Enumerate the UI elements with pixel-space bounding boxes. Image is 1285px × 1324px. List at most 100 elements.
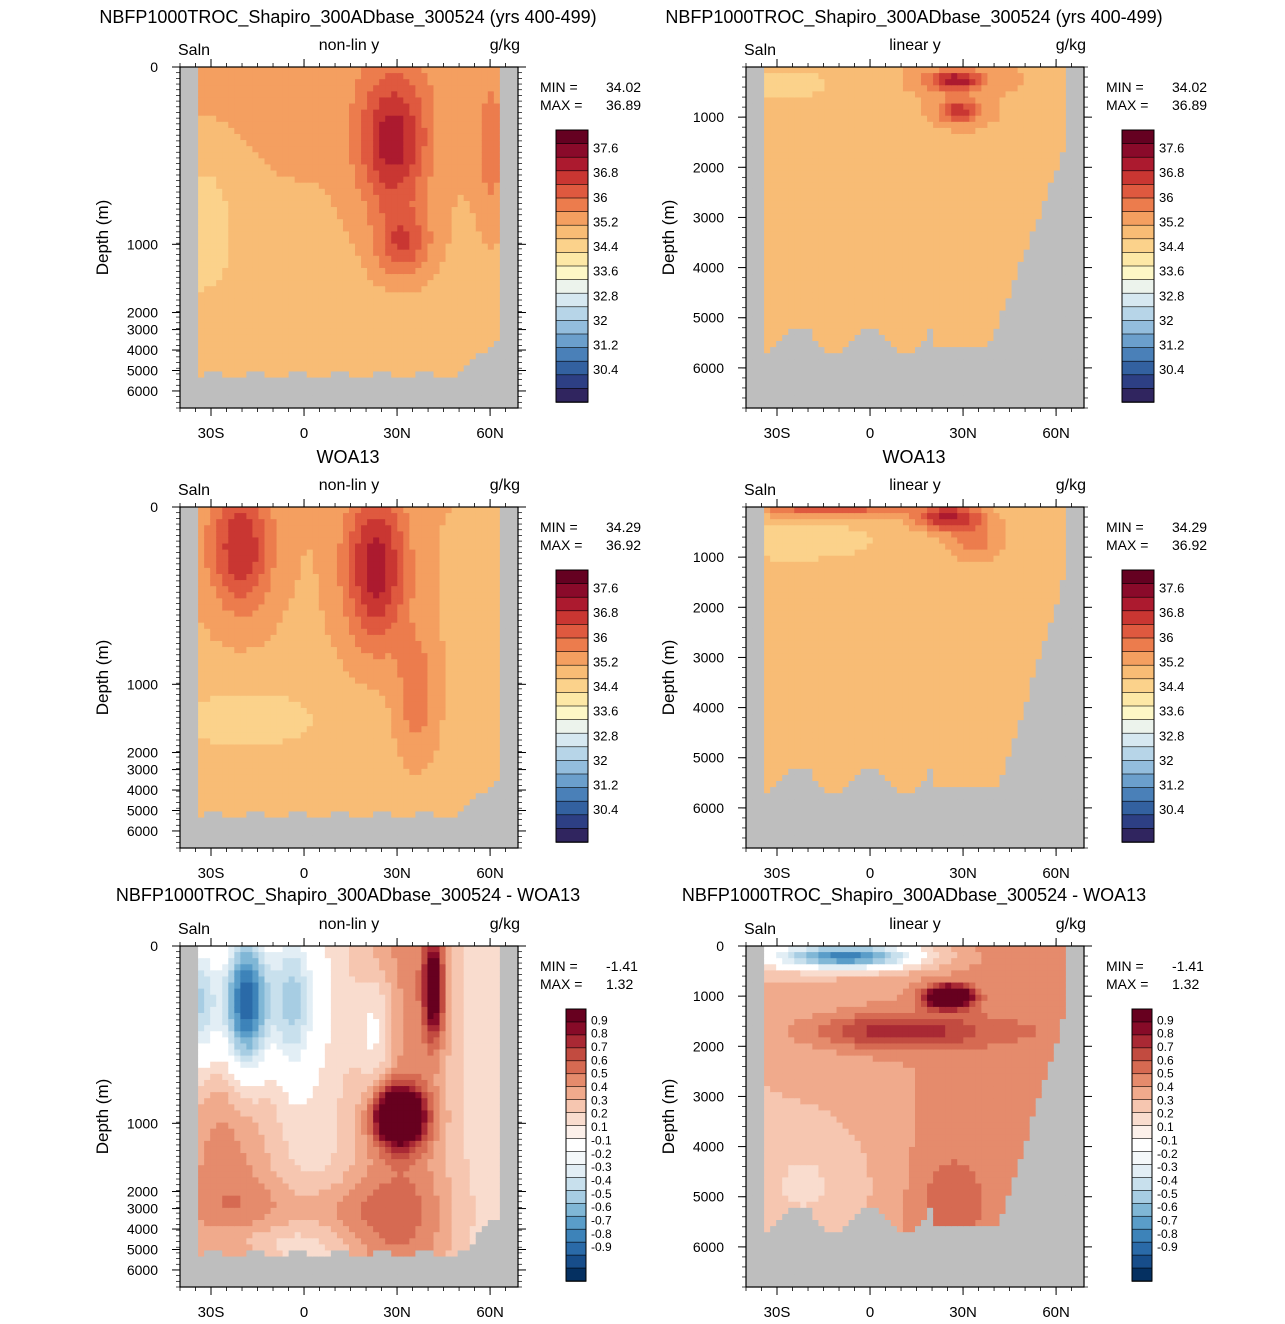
field-cell <box>494 158 501 165</box>
field-cell <box>343 104 350 111</box>
field-cell <box>752 110 759 117</box>
field-cell <box>258 268 265 275</box>
field-cell <box>295 268 302 275</box>
field-cell <box>452 317 459 324</box>
field-cell <box>186 250 193 257</box>
field-cell <box>470 189 477 196</box>
field-cell <box>331 390 338 397</box>
field-cell <box>391 201 398 208</box>
field-cell <box>252 97 259 104</box>
field-cell <box>367 292 374 299</box>
field-cell <box>361 158 368 165</box>
field-cell <box>301 262 308 269</box>
field-cell <box>204 304 211 311</box>
field-cell <box>379 335 386 342</box>
field-cell <box>355 238 362 245</box>
field-cell <box>192 195 199 202</box>
field-cell <box>494 128 501 135</box>
field-cell <box>488 274 495 281</box>
field-cell <box>488 189 495 196</box>
field-cell <box>198 341 205 348</box>
field-cell <box>186 213 193 220</box>
field-cell <box>397 396 404 403</box>
field-cell <box>361 67 368 74</box>
field-cell <box>764 231 771 238</box>
field-cell <box>210 329 217 336</box>
field-cell <box>349 231 356 238</box>
field-cell <box>355 116 362 123</box>
field-cell <box>222 329 229 336</box>
field-cell <box>397 359 404 366</box>
field-cell <box>440 286 447 293</box>
field-cell <box>452 365 459 372</box>
field-cell <box>397 262 404 269</box>
field-cell <box>403 262 410 269</box>
field-cell <box>494 329 501 336</box>
field-cell <box>301 201 308 208</box>
field-cell <box>488 219 495 226</box>
field-cell <box>421 365 428 372</box>
field-cell <box>240 152 247 159</box>
field-cell <box>307 79 314 86</box>
field-cell <box>198 67 205 74</box>
field-cell <box>204 189 211 196</box>
field-cell <box>198 256 205 263</box>
field-cell <box>180 262 187 269</box>
field-cell <box>391 304 398 311</box>
field-cell <box>361 335 368 342</box>
field-cell <box>367 384 374 391</box>
field-cell <box>210 225 217 232</box>
field-cell <box>440 359 447 366</box>
field-cell <box>295 110 302 117</box>
field-cell <box>265 365 272 372</box>
field-cell <box>752 122 759 129</box>
field-cell <box>379 85 386 92</box>
field-cell <box>482 110 489 117</box>
field-cell <box>337 146 344 153</box>
field-cell <box>752 140 759 147</box>
field-cell <box>476 134 483 141</box>
field-cell <box>385 390 392 397</box>
field-cell <box>764 353 771 360</box>
field-cell <box>746 207 753 214</box>
field-cell <box>301 353 308 360</box>
field-cell <box>361 134 368 141</box>
field-cell <box>403 396 410 403</box>
colorbar-swatch <box>556 198 588 212</box>
field-cell <box>494 85 501 92</box>
field-cell <box>319 256 326 263</box>
field-cell <box>367 244 374 251</box>
field-cell <box>246 213 253 220</box>
field-cell <box>403 244 410 251</box>
field-cell <box>440 128 447 135</box>
field-cell <box>198 384 205 391</box>
field-cell <box>192 110 199 117</box>
field-cell <box>204 225 211 232</box>
field-cell <box>240 73 247 80</box>
field-cell <box>319 140 326 147</box>
field-cell <box>452 225 459 232</box>
field-cell <box>222 171 229 178</box>
field-cell <box>271 164 278 171</box>
field-cell <box>277 171 284 178</box>
field-cell <box>391 231 398 238</box>
field-cell <box>283 116 290 123</box>
field-cell <box>228 128 235 135</box>
field-cell <box>488 329 495 336</box>
field-cell <box>349 317 356 324</box>
field-cell <box>180 329 187 336</box>
field-cell <box>452 195 459 202</box>
field-cell <box>434 341 441 348</box>
field-cell <box>222 378 229 385</box>
field-cell <box>349 347 356 354</box>
field-cell <box>210 219 217 226</box>
field-cell <box>349 116 356 123</box>
field-cell <box>331 110 338 117</box>
field-cell <box>500 146 507 153</box>
field-cell <box>319 274 326 281</box>
field-cell <box>319 183 326 190</box>
field-cell <box>458 67 465 74</box>
field-cell <box>770 164 777 171</box>
field-cell <box>331 262 338 269</box>
field-cell <box>295 244 302 251</box>
